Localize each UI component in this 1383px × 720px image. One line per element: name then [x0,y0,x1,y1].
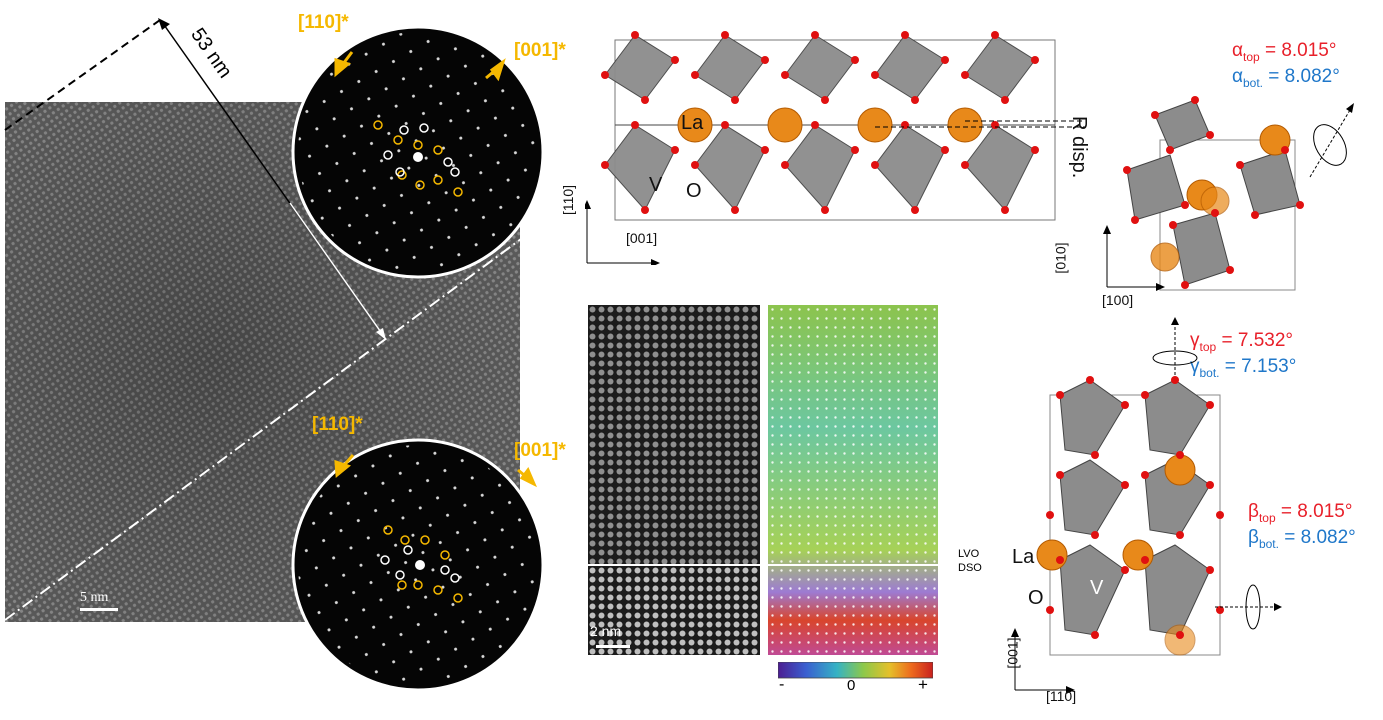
bottom-label-001: [001]* [514,440,566,461]
interface-line-bottom [4,224,541,621]
top-label-001: [001]* [514,40,566,61]
diffraction-inset-top [291,25,545,279]
tem-scale-label: 5 nm [80,590,109,605]
gamma-bot: γbot. = 7.153° [1190,356,1297,380]
diffraction-inset-bottom [291,438,545,692]
axis-010: [010] [1052,242,1069,274]
alpha-bot: αbot. = 8.082° [1232,66,1340,90]
atom-o-label-top: O [686,180,702,202]
structure-right-bottom [1011,317,1282,694]
colorbar-mid: 0 [847,677,856,694]
beta-bot: βbot. = 8.082° [1248,527,1356,551]
atom-o-label-bottom: O [1028,587,1044,609]
colorbar-max: + [918,675,928,694]
axis-100: [100] [1102,292,1134,308]
atom-la-label-bottom: La [1012,546,1035,568]
atom-v-label-top: V [649,174,663,196]
axis-001-top: [001] [626,230,658,246]
axis-110-top: [110] [560,184,577,216]
structure-right-top [1103,96,1354,291]
axis-001-bottom: [001] [1004,637,1021,669]
atom-v-label-bottom: V [1090,577,1104,599]
stem-panel [588,305,938,655]
beta-top: βtop = 8.015° [1248,501,1353,525]
haadf-lvo [588,305,760,565]
colorbar-min: - [779,676,785,693]
axis-110-bottom: [110] [1046,688,1077,704]
top-label-110: [110]* [298,12,349,33]
gamma-top: γtop = 7.532° [1190,330,1293,354]
interface-line-top [4,19,161,131]
haadf-dso [588,565,760,655]
interface-dso-label: DSO [958,562,982,574]
bottom-label-110: [110]* [312,414,363,435]
interface-lvo-label: LVO [958,548,980,560]
atom-la-label-top: La [681,112,704,134]
structure-top [585,31,1085,265]
scale-bar-5nm [80,608,118,611]
alpha-top: αtop = 8.015° [1232,40,1337,64]
stem-scale-label: 2 nm [590,623,622,639]
colorbar [778,662,933,679]
tem-panel [4,18,545,692]
